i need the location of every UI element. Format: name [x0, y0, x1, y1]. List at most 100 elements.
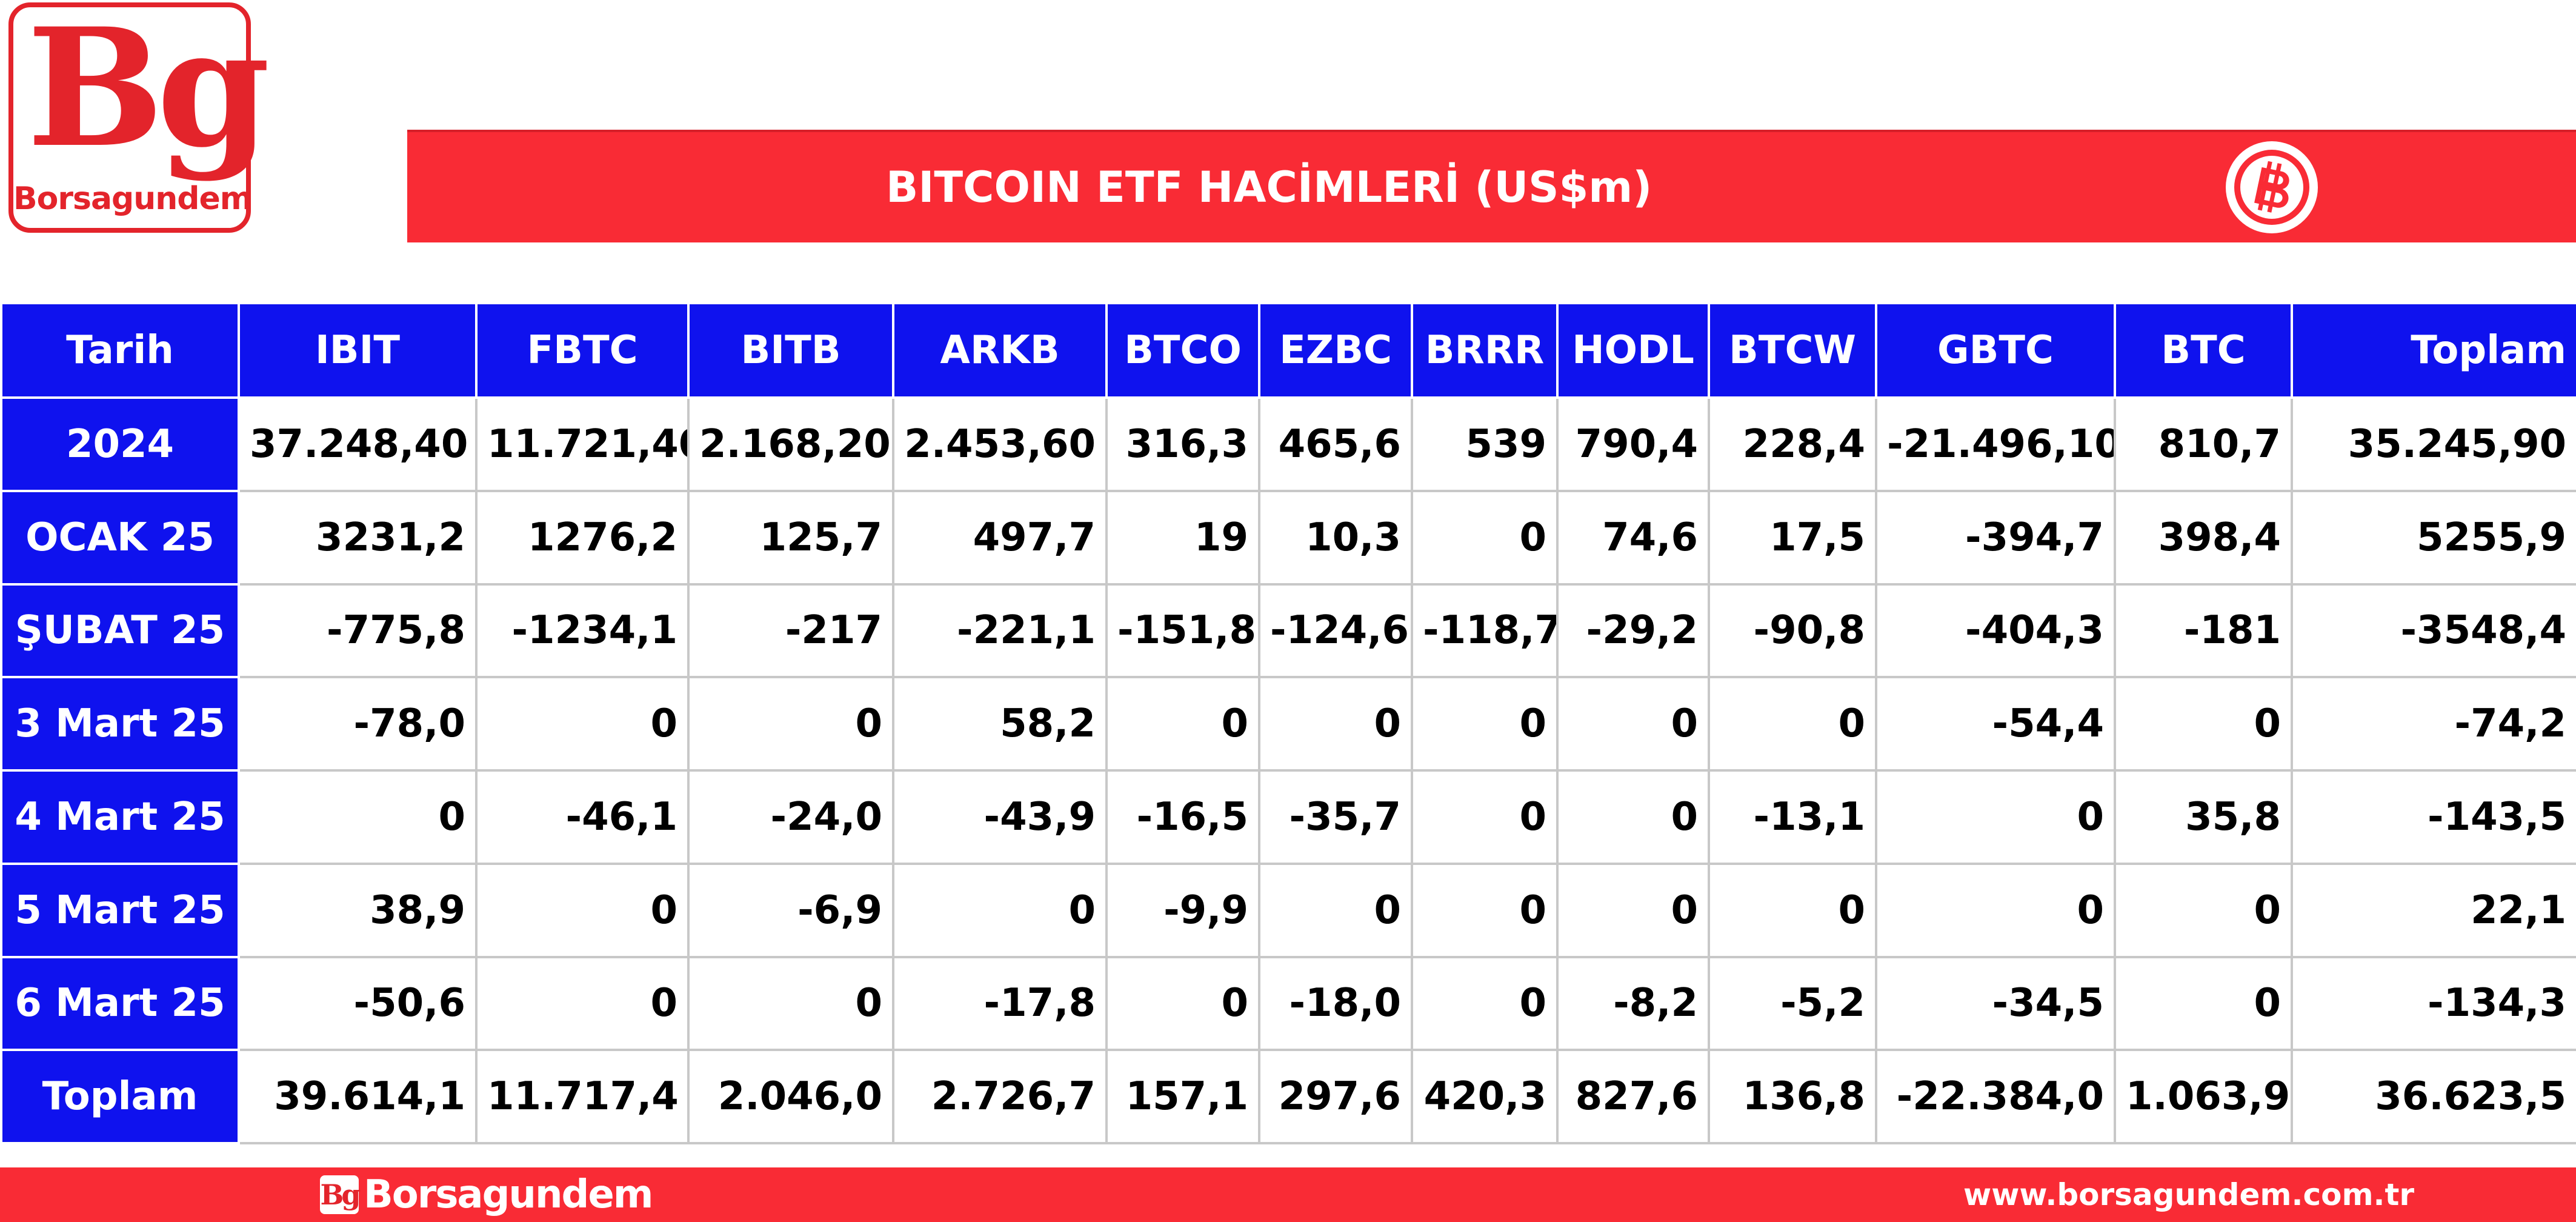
table-cell: 0 — [687, 676, 894, 772]
table-cell: -46,1 — [475, 769, 690, 865]
table-cell: 790,4 — [1556, 396, 1710, 492]
table-cell: 0 — [1556, 676, 1710, 772]
table-cell: 38,9 — [238, 862, 478, 958]
table-cell: 0 — [1875, 862, 2116, 958]
table-cell: 297,6 — [1258, 1049, 1413, 1144]
row-label: 3 Mart 25 — [0, 676, 240, 772]
table-cell: 228,4 — [1708, 396, 1877, 492]
table-cell: -13,1 — [1708, 769, 1877, 865]
table-cell: 36.623,5 — [2291, 1049, 2576, 1144]
table-cell: -6,9 — [687, 862, 894, 958]
footer-logo[interactable]: Bg Borsagundem — [320, 1172, 653, 1217]
table-cell: 0 — [1411, 676, 1559, 772]
table-cell: -775,8 — [238, 583, 478, 679]
table-cell: 0 — [892, 862, 1108, 958]
table-cell: -134,3 — [2291, 955, 2576, 1052]
table-cell: 0 — [1708, 676, 1877, 772]
column-header: BTCW — [1708, 302, 1877, 399]
table-cell: 0 — [1105, 676, 1260, 772]
table-cell: -34,5 — [1875, 955, 2116, 1052]
column-header: ARKB — [892, 302, 1108, 399]
table-cell: -124,6 — [1258, 583, 1413, 679]
table-cell: 17,5 — [1708, 489, 1877, 586]
table-cell: -404,3 — [1875, 583, 2116, 679]
table-row: OCAK 25 3231,2 1276,2 125,7 497,7 19 10,3 0 74,6… — [0, 489, 2576, 586]
table-cell: 58,2 — [892, 676, 1108, 772]
table-cell: -74,2 — [2291, 676, 2576, 772]
table-cell: -8,2 — [1556, 955, 1710, 1052]
table-row: 2024 37.248,40 11.721,40 2.168,20 2.453,60 31… — [0, 396, 2576, 492]
table-cell: 539 — [1411, 396, 1559, 492]
table-cell: 0 — [1875, 769, 2116, 865]
table-cell: 0 — [687, 955, 894, 1052]
table-cell: 0 — [1411, 489, 1559, 586]
table-cell: -29,2 — [1556, 583, 1710, 679]
table-row: 5 Mart 25 38,9 0 -6,9 0 -9,9 0 0 0 0 0 0 22,1 — [0, 862, 2576, 958]
table-cell: 1.063,9 — [2114, 1049, 2293, 1144]
table-cell: -217 — [687, 583, 894, 679]
table-cell: -43,9 — [892, 769, 1108, 865]
table-cell: 0 — [2114, 676, 2293, 772]
table-row: 6 Mart 25 -50,6 0 0 -17,8 0 -18,0 0 -8,2 -5,2 -34,… — [0, 955, 2576, 1052]
table-cell: -143,5 — [2291, 769, 2576, 865]
table-cell: -1234,1 — [475, 583, 690, 679]
table-cell: 2.168,20 — [687, 396, 894, 492]
table-cell: 39.614,1 — [238, 1049, 478, 1144]
table-cell: 2.726,7 — [892, 1049, 1108, 1144]
row-label: Toplam — [0, 1049, 240, 1144]
table-cell: -181 — [2114, 583, 2293, 679]
borsagundem-logo[interactable]: Bg Borsagundem — [8, 2, 270, 233]
table-header-row: Tarih IBIT FBTC BITB ARKB BTCO EZBC BRRR HODL BTC… — [0, 302, 2576, 399]
table-row: 4 Mart 25 0 -46,1 -24,0 -43,9 -16,5 -35,7 0 0 -13… — [0, 769, 2576, 865]
table-body: 2024 37.248,40 11.721,40 2.168,20 2.453,60 31… — [0, 396, 2576, 1144]
row-label: ŞUBAT 25 — [0, 583, 240, 679]
table-cell: 125,7 — [687, 489, 894, 586]
logo-wordmark: Borsagundem — [13, 181, 253, 217]
table-cell: 497,7 — [892, 489, 1108, 586]
table-cell: 35,8 — [2114, 769, 2293, 865]
table-cell: -394,7 — [1875, 489, 2116, 586]
row-label: 5 Mart 25 — [0, 862, 240, 958]
table-cell: 10,3 — [1258, 489, 1413, 586]
table-cell: -118,7 — [1411, 583, 1559, 679]
table-cell: 0 — [1105, 955, 1260, 1052]
table-cell: 19 — [1105, 489, 1260, 586]
table-cell: 0 — [1258, 676, 1413, 772]
bitcoin-icon — [2226, 141, 2318, 233]
table-row: ŞUBAT 25 -775,8 -1234,1 -217 -221,1 -151,8 -12… — [0, 583, 2576, 679]
row-label: 4 Mart 25 — [0, 769, 240, 865]
column-header: Toplam — [2291, 302, 2576, 399]
column-header: HODL — [1556, 302, 1710, 399]
table-cell: -90,8 — [1708, 583, 1877, 679]
table-cell: 74,6 — [1556, 489, 1710, 586]
table-cell: 0 — [1708, 862, 1877, 958]
etf-volume-table: Tarih IBIT FBTC BITB ARKB BTCO EZBC BRRR HODL BTC… — [0, 302, 2576, 1144]
table-cell: 0 — [1556, 769, 1710, 865]
table-cell: -151,8 — [1105, 583, 1260, 679]
table-cell: 3231,2 — [238, 489, 478, 586]
table-cell: 0 — [1411, 955, 1559, 1052]
table-cell: 0 — [238, 769, 478, 865]
table-cell: -35,7 — [1258, 769, 1413, 865]
table-cell: 11.717,4 — [475, 1049, 690, 1144]
table-cell: -18,0 — [1258, 955, 1413, 1052]
footer-bar: Bg Borsagundem www.borsagundem.com.tr — [0, 1167, 2576, 1222]
table-cell: 398,4 — [2114, 489, 2293, 586]
table-cell: 22,1 — [2291, 862, 2576, 958]
row-label: OCAK 25 — [0, 489, 240, 586]
table-cell: 465,6 — [1258, 396, 1413, 492]
table-cell: 827,6 — [1556, 1049, 1710, 1144]
table-cell: 0 — [1411, 769, 1559, 865]
table-cell: 0 — [1411, 862, 1559, 958]
title-banner: BITCOIN ETF HACİMLERİ (US$m) — [407, 130, 2576, 242]
table-cell: -50,6 — [238, 955, 478, 1052]
row-label: 2024 — [0, 396, 240, 492]
table-cell: 0 — [475, 955, 690, 1052]
table-cell: 0 — [1258, 862, 1413, 958]
table-cell: -17,8 — [892, 955, 1108, 1052]
row-label: 6 Mart 25 — [0, 955, 240, 1052]
column-header: BTCO — [1105, 302, 1260, 399]
table-cell: 0 — [475, 862, 690, 958]
table-cell: 810,7 — [2114, 396, 2293, 492]
website-link[interactable]: www.borsagundem.com.tr — [1963, 1177, 2415, 1212]
